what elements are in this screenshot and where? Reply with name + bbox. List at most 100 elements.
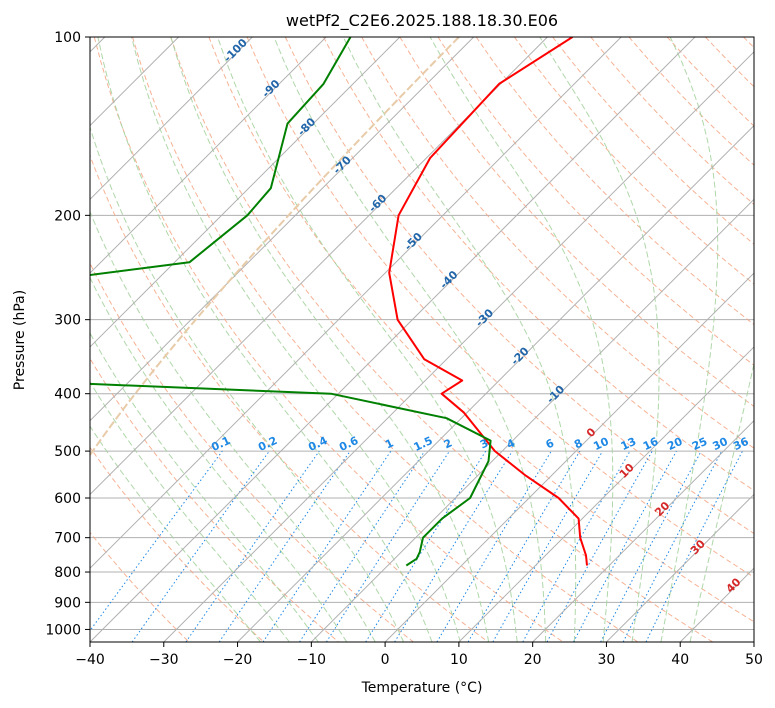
mixing-ratio-line — [185, 450, 320, 642]
dry-adiabat — [90, 531, 190, 642]
y-tick-label: 800 — [54, 565, 81, 581]
y-tick-label: 700 — [54, 531, 81, 547]
dry-adiabat — [90, 154, 489, 642]
mixing-ratio-label: 25 — [690, 435, 709, 453]
mixing-ratio-line — [299, 450, 426, 642]
dry-adiabat — [90, 357, 339, 642]
mixing-ratio-line — [573, 450, 677, 642]
x-tick-label: −10 — [297, 652, 327, 668]
mixing-ratio-line — [262, 450, 392, 642]
x-axis-label: Temperature (°C) — [361, 680, 483, 696]
mixing-ratio-line — [645, 450, 743, 642]
mixing-ratio-line — [131, 450, 270, 642]
x-tick-label: −30 — [149, 652, 179, 668]
chart-title: wetPf2_C2E6.2025.188.18.30.E06 — [286, 11, 558, 31]
dry-adiabat — [93, 37, 564, 642]
y-tick-label: 400 — [54, 387, 81, 403]
dry-adiabats — [90, 37, 754, 642]
mixing-ratio-label: 10 — [591, 435, 611, 453]
isotherm-line — [384, 272, 754, 642]
dry-adiabat — [90, 446, 265, 642]
moist-adiabat — [539, 37, 660, 642]
isotherm-line — [163, 51, 754, 642]
y-axis-label: Pressure (hPa) — [12, 290, 28, 390]
y-tick-label: 200 — [54, 208, 81, 224]
y-tick-label: 500 — [54, 444, 81, 460]
lcl-curve — [90, 37, 460, 457]
mixing-ratio-line — [325, 450, 450, 642]
mixing-ratio-label: 13 — [619, 435, 638, 453]
mixing-ratio-line — [90, 450, 223, 632]
plot-area — [90, 37, 754, 642]
moist-adiabat — [660, 37, 719, 642]
mixing-ratio-label: 16 — [641, 435, 661, 453]
moist-adiabat — [131, 37, 461, 642]
y-tick-label: 900 — [54, 595, 81, 611]
isotherm-lines — [90, 37, 754, 642]
plot-frame — [89, 36, 755, 643]
dry-adiabat — [323, 37, 754, 492]
isotherm-line — [90, 37, 548, 496]
moist-adiabat — [90, 210, 376, 642]
x-axis-ticks: −40 −30 −20 −10 0 10 20 30 40 50 — [75, 642, 763, 668]
mixing-ratio-label: 20 — [665, 435, 685, 453]
lcl-line — [90, 37, 460, 457]
mixing-ratio-lines — [90, 450, 743, 642]
y-tick-label: 100 — [54, 30, 81, 46]
isotherm-line — [90, 37, 253, 201]
x-tick-label: 50 — [745, 652, 763, 668]
dry-adiabat — [132, 37, 639, 642]
dry-adiabat — [208, 37, 754, 623]
x-tick-label: −40 — [75, 652, 105, 668]
moist-adiabat — [90, 276, 348, 642]
moist-adiabat — [273, 37, 547, 642]
dewpoint-line — [90, 37, 492, 567]
mixing-ratio-line — [522, 450, 631, 642]
isotherm-line — [458, 346, 754, 642]
x-tick-label: −20 — [223, 652, 253, 668]
isotherm-line — [90, 37, 475, 422]
mixing-ratio-line — [546, 450, 653, 642]
isotherm-line — [532, 419, 754, 642]
moist-adiabat — [90, 425, 261, 642]
moist-adiabat — [90, 125, 405, 642]
mixing-ratio-line — [394, 450, 513, 642]
moist-adiabat — [429, 37, 614, 642]
moist-adiabat — [90, 381, 290, 642]
moist-adiabat — [217, 37, 518, 642]
dry-adiabat — [284, 37, 754, 535]
dry-adiabat — [246, 37, 754, 578]
y-tick-label: 600 — [54, 491, 81, 507]
moist-adiabats — [90, 37, 754, 642]
x-tick-label: 40 — [671, 652, 689, 668]
dry-adiabat — [90, 262, 414, 642]
moist-adiabat — [170, 37, 490, 642]
isotherm-line — [606, 493, 754, 642]
mixing-ratio-label: 30 — [711, 435, 731, 453]
temperature-line — [388, 37, 588, 566]
isotherm-line — [90, 37, 696, 642]
mixing-ratio-line — [218, 450, 351, 642]
dry-adiabat — [437, 37, 754, 366]
pressure-grid — [90, 36, 754, 630]
x-tick-label: 10 — [450, 652, 468, 668]
moist-adiabat — [97, 37, 433, 642]
x-tick-label: 20 — [524, 652, 542, 668]
moist-adiabat — [689, 361, 754, 642]
isotherm-line — [90, 37, 622, 569]
isotherm-line — [90, 37, 327, 274]
dry-adiabat — [399, 37, 754, 408]
mixing-ratio-label: 36 — [731, 435, 751, 453]
y-axis-ticks: 100 200 300 400 500 600 700 800 900 1000 — [45, 30, 90, 638]
moist-adiabat — [342, 37, 577, 642]
x-tick-label: 30 — [598, 652, 616, 668]
isotherm-line — [310, 198, 754, 642]
x-tick-label: 0 — [381, 652, 390, 668]
dry-adiabat — [475, 37, 754, 326]
moist-adiabat — [90, 332, 319, 642]
dry-adiabat — [513, 37, 754, 285]
isotherm-line — [237, 124, 754, 642]
isotherm-line — [90, 37, 401, 348]
isotherm-line — [753, 641, 754, 642]
